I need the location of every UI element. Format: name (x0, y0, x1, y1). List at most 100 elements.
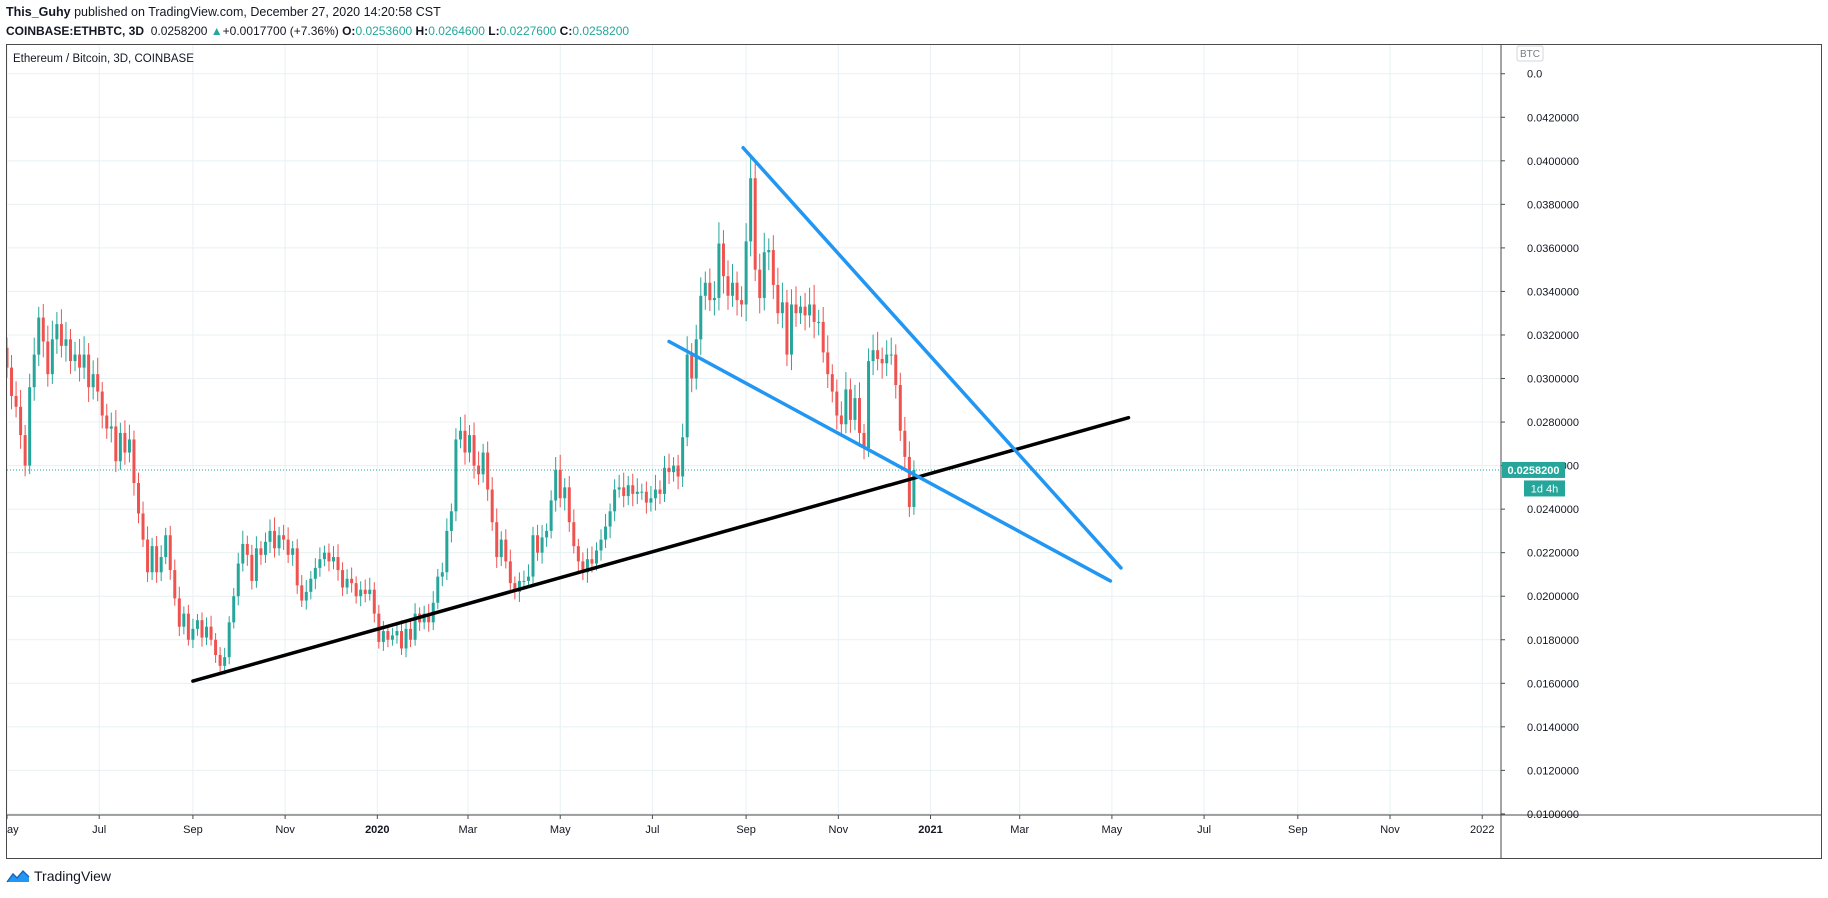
candle-body (390, 635, 394, 640)
candle (78, 338, 82, 382)
candle-body (626, 485, 630, 497)
candle (132, 430, 136, 496)
candle (758, 253, 762, 314)
candle (327, 543, 331, 572)
y-tick-label: 0.0300000 (1527, 374, 1579, 386)
candle (894, 344, 898, 399)
candle (672, 457, 676, 482)
last-price: 0.0258200 (150, 24, 208, 38)
candle-body (168, 535, 172, 571)
candle (839, 401, 843, 436)
candle-body (812, 304, 816, 322)
candle-body (681, 437, 685, 477)
candle-body (55, 324, 59, 340)
candle (744, 223, 748, 322)
candle (563, 478, 567, 511)
candle (263, 532, 267, 563)
candle (173, 559, 177, 606)
candle (59, 309, 63, 358)
lower-falling-line[interactable] (667, 339, 1113, 583)
candle (540, 525, 544, 564)
y-tick-label: 0.0360000 (1527, 243, 1579, 255)
candle (808, 287, 812, 328)
candle-body (422, 613, 426, 623)
currency-badge[interactable]: BTC (1516, 45, 1544, 62)
candle (898, 372, 902, 441)
current-price-label-text: 0.0258200 (1508, 465, 1560, 477)
currency-badge-label: BTC (1520, 49, 1540, 60)
upper-falling-line[interactable] (741, 146, 1123, 570)
candle-body (676, 465, 680, 477)
y-tick-label: 0.0400000 (1527, 156, 1579, 168)
candle-body (354, 583, 358, 597)
x-tick-label: May (1102, 824, 1123, 836)
candle-body (331, 557, 335, 562)
candle-body (155, 546, 159, 573)
candle-body (236, 563, 240, 597)
candle (549, 490, 553, 539)
candle-body (195, 620, 199, 629)
candle-body (744, 241, 748, 305)
candle (581, 552, 585, 581)
candle-body (617, 487, 621, 490)
x-tick-label: 2020 (365, 824, 389, 836)
candle-body (880, 358, 884, 364)
candle-body (685, 354, 689, 438)
candle (658, 480, 662, 505)
candle-body (885, 354, 889, 364)
price-chart[interactable]: 0.0 0.0420000 0.0400000 0.0380000 0.0360000 0… (7, 45, 1821, 858)
candle-body (449, 511, 453, 531)
x-tick-label: May (550, 824, 571, 836)
y-tick-label: 0.0420000 (1527, 112, 1579, 124)
candle (753, 163, 757, 282)
low-value: 0.0227600 (499, 24, 557, 38)
x-tick-label: Mar (459, 824, 478, 836)
candle-body (853, 398, 857, 420)
candle (336, 544, 340, 581)
candle (313, 558, 317, 590)
candle (318, 547, 322, 577)
candle (10, 355, 14, 410)
candle-body (295, 548, 299, 586)
candle-body (549, 500, 553, 531)
candle (14, 381, 18, 418)
candle (236, 552, 240, 606)
candle-body (191, 628, 195, 640)
candle-body (567, 487, 571, 523)
y-tick-label: 0.0 (1527, 69, 1542, 81)
candle-body (694, 339, 698, 379)
candle (889, 337, 893, 365)
tradingview-branding[interactable]: TradingView (6, 868, 111, 884)
candle (517, 572, 521, 602)
candle-body (731, 282, 735, 296)
x-tick-label: Sep (183, 824, 203, 836)
open-value: 0.0253600 (355, 24, 413, 38)
candle (867, 348, 871, 457)
trendlines[interactable] (191, 146, 1131, 683)
symbol-label: COINBASE:ETHBTC, 3D (6, 24, 145, 38)
candle (200, 612, 204, 647)
candle-body (839, 415, 843, 425)
candle (640, 483, 644, 500)
candle-body (622, 487, 626, 497)
x-axis[interactable]: ay Jul Sep Nov 2020 Mar May Jul Sep Nov 2021 Mar May… (7, 815, 1494, 836)
x-tick-label: Mar (1010, 824, 1029, 836)
candle (508, 549, 512, 593)
candle (168, 525, 172, 580)
chart-frame[interactable]: 0.0 0.0420000 0.0400000 0.0380000 0.0360000 0… (6, 44, 1822, 859)
candle (717, 222, 721, 311)
candle (663, 455, 667, 502)
candle-body (413, 613, 417, 640)
candle (291, 541, 295, 566)
candle (871, 334, 875, 376)
candle (799, 295, 803, 324)
candle-body (499, 539, 503, 558)
candle (282, 524, 286, 550)
candle-body (644, 491, 648, 503)
author-name[interactable]: This_Guhy (6, 5, 71, 19)
grid (7, 45, 1501, 815)
candle (227, 616, 231, 665)
candle (341, 562, 345, 596)
candle-body (608, 511, 612, 527)
support-line[interactable] (191, 415, 1131, 683)
